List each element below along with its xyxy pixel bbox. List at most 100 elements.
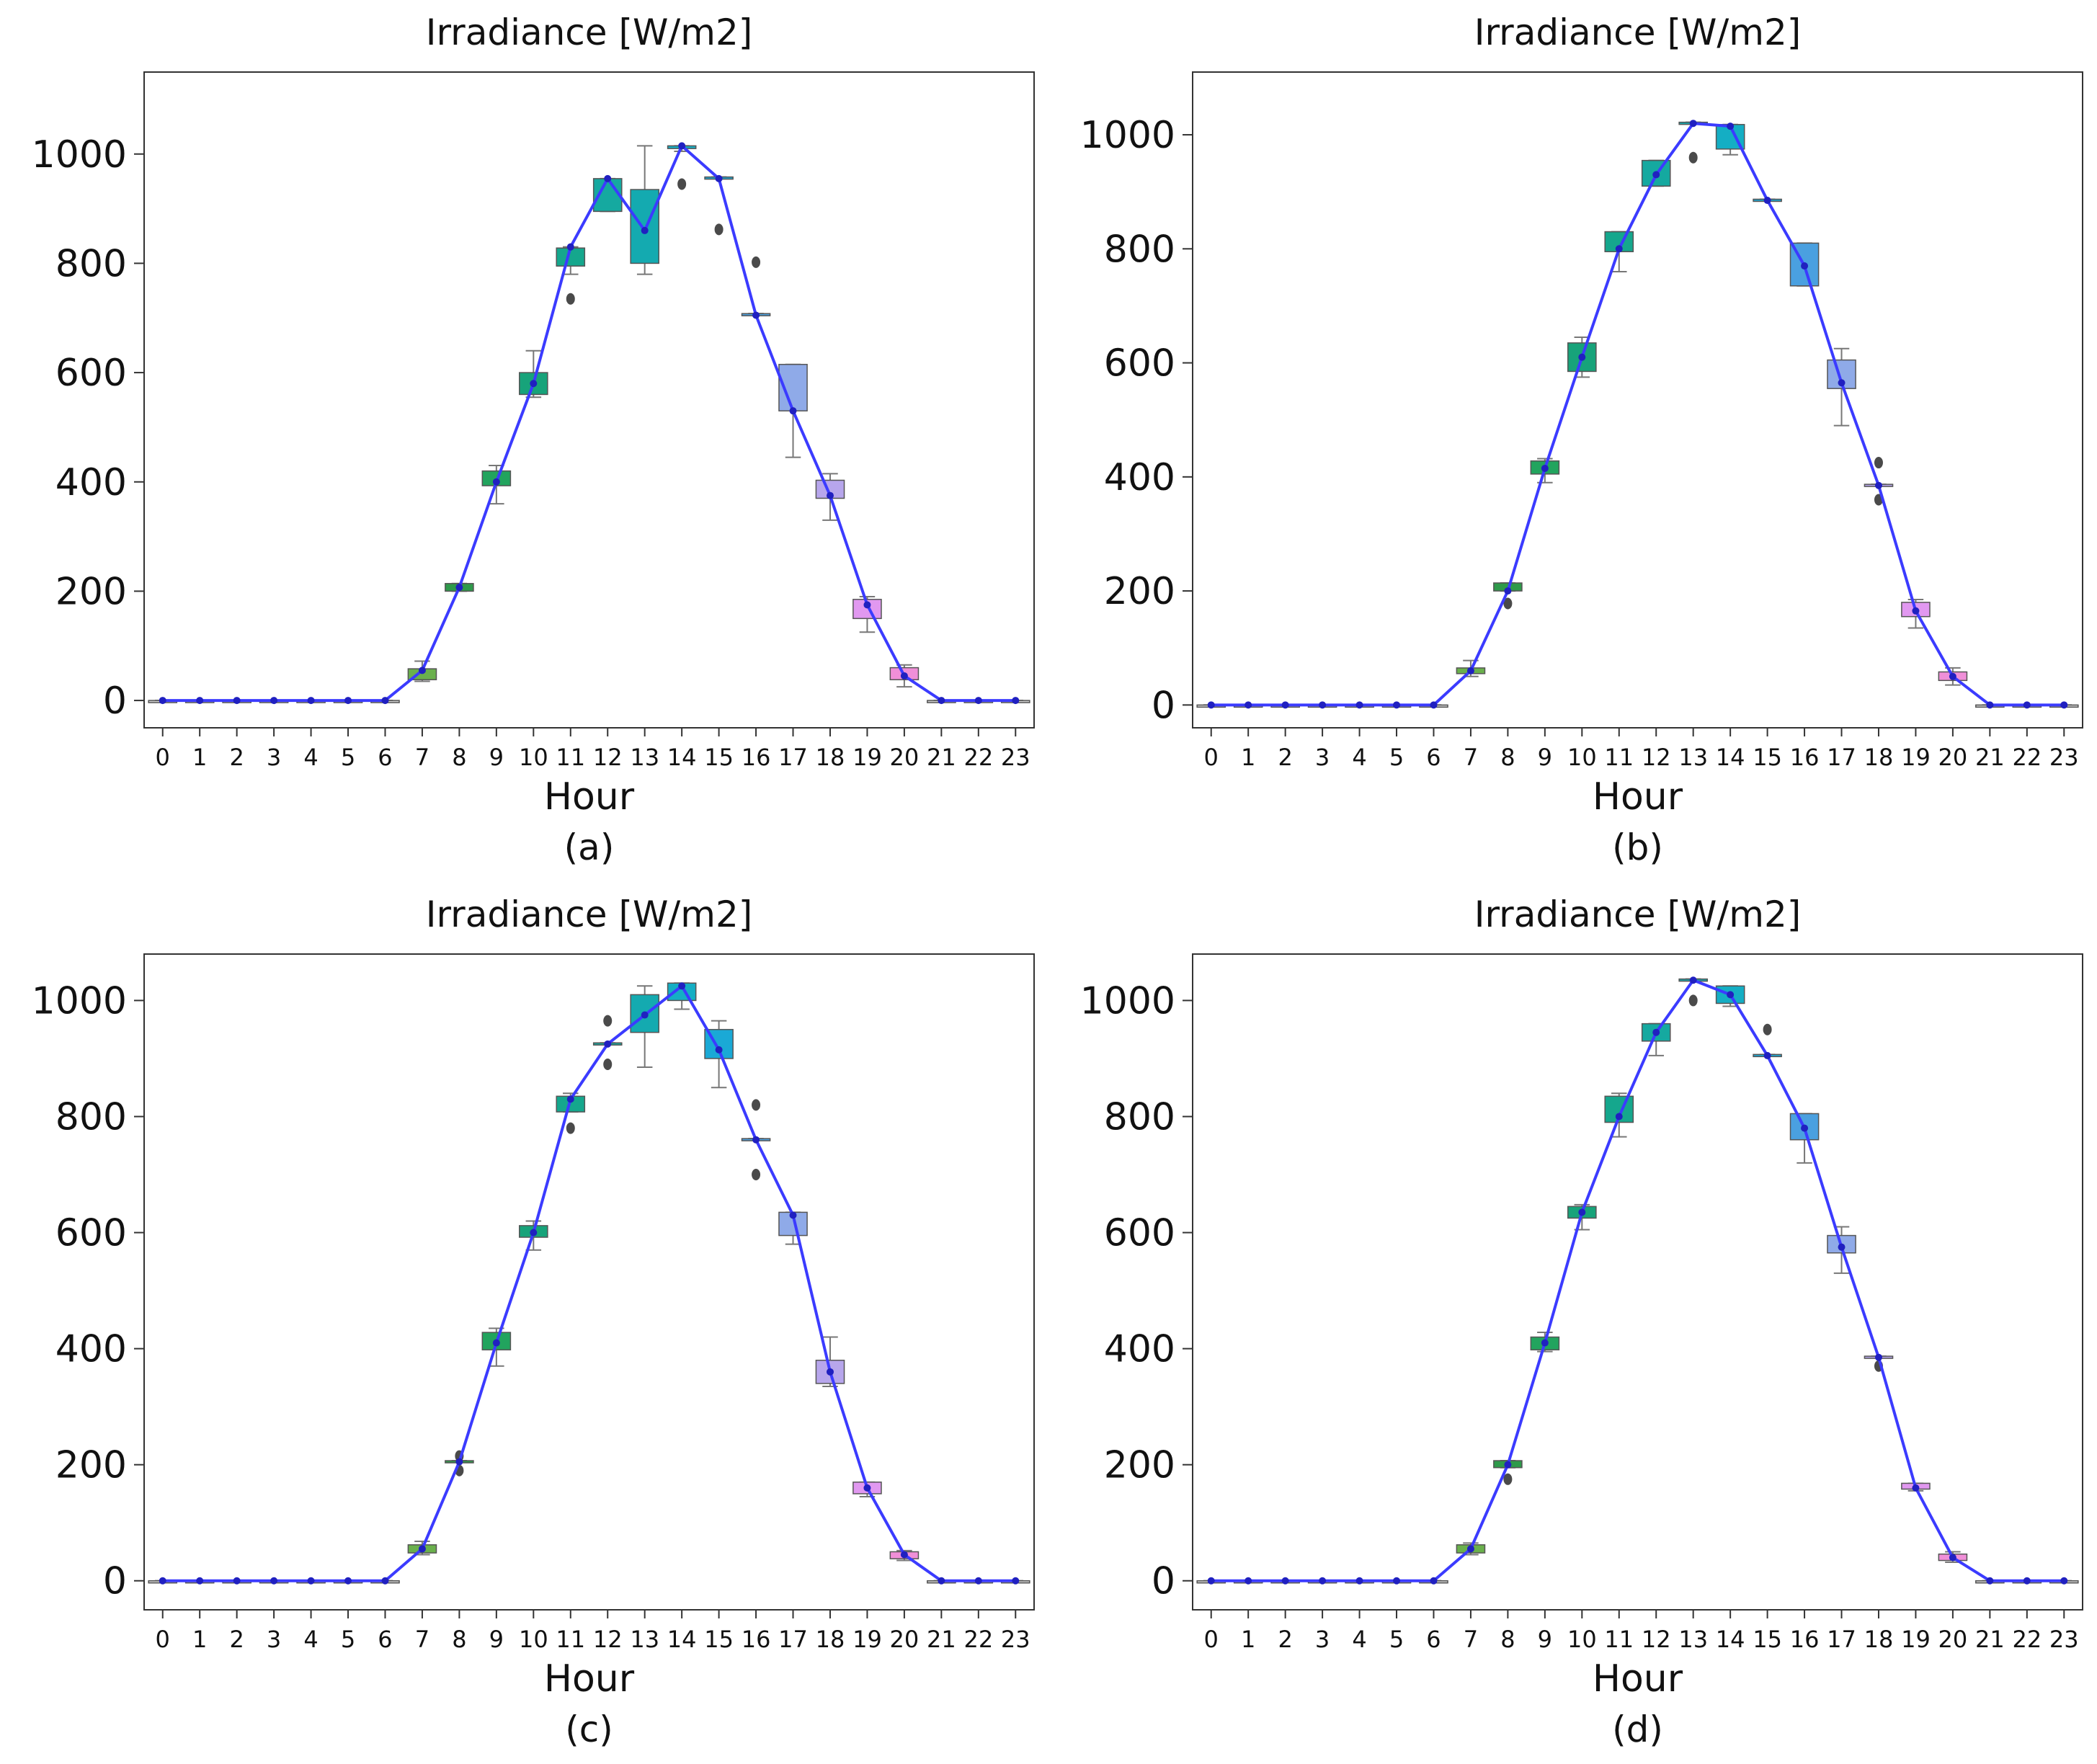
panel-caption: (d) xyxy=(1612,1709,1663,1750)
x-tick-label: 5 xyxy=(1389,744,1404,771)
x-tick-label: 2 xyxy=(229,744,244,771)
box-hour-19 xyxy=(852,596,882,633)
mean-point xyxy=(900,672,908,680)
x-tick-label: 19 xyxy=(852,1626,882,1653)
x-tick-label: 16 xyxy=(1790,1626,1820,1653)
y-tick-label: 200 xyxy=(1104,1444,1175,1487)
chart-panel-a: Irradiance [W/m2] 0 200 400 600 800 1000 0 1 2 3 4 5… xyxy=(0,0,1048,882)
mean-point xyxy=(196,1577,204,1585)
mean-point xyxy=(900,1551,908,1559)
mean-point xyxy=(418,1545,426,1553)
outlier-point xyxy=(752,1169,761,1181)
x-tick-label: 19 xyxy=(852,744,882,771)
x-tick-label: 0 xyxy=(1204,744,1219,771)
mean-point xyxy=(381,1577,389,1585)
mean-point xyxy=(1355,701,1363,709)
x-tick-label: 2 xyxy=(1278,744,1292,771)
plot-frame xyxy=(1192,71,2083,729)
plot-frame xyxy=(143,953,1035,1611)
x-tick-label: 8 xyxy=(452,1626,466,1653)
mean-point xyxy=(1838,1243,1846,1251)
mean-point xyxy=(1763,197,1771,205)
mean-point xyxy=(1012,697,1020,705)
mean-point xyxy=(1689,976,1697,984)
y-tick-label: 600 xyxy=(55,352,127,395)
x-tick-label: 11 xyxy=(1604,1626,1634,1653)
mean-point xyxy=(1504,587,1512,595)
mean-point xyxy=(1430,701,1438,709)
mean-point xyxy=(1652,171,1660,179)
x-tick-label: 10 xyxy=(519,744,548,771)
x-tick-label: 5 xyxy=(341,744,355,771)
x-tick-label: 21 xyxy=(927,1626,956,1653)
box-hour-13 xyxy=(630,985,659,1069)
y-tick-label: 800 xyxy=(55,1095,127,1139)
mean-point xyxy=(1912,607,1920,615)
mean-point xyxy=(604,1040,612,1048)
outlier-point xyxy=(752,256,761,268)
x-tick-label: 2 xyxy=(1278,1626,1292,1653)
mean-line xyxy=(162,984,1016,1582)
mean-point xyxy=(1874,481,1882,489)
x-tick-label: 6 xyxy=(1426,1626,1441,1653)
x-tick-label: 7 xyxy=(1464,1626,1478,1653)
outlier-point xyxy=(677,178,687,190)
mean-point xyxy=(678,142,686,150)
x-tick-label: 17 xyxy=(778,1626,808,1653)
x-tick-label: 21 xyxy=(1975,744,2005,771)
mean-point xyxy=(233,1577,241,1585)
mean-point xyxy=(1727,122,1735,130)
x-tick-label: 0 xyxy=(1204,1626,1219,1653)
mean-point xyxy=(789,407,797,415)
mean-point xyxy=(641,1011,649,1019)
mean-point xyxy=(938,697,945,705)
x-tick-label: 22 xyxy=(2012,1626,2042,1653)
outlier-point xyxy=(603,1015,613,1027)
x-tick-label: 16 xyxy=(1790,744,1820,771)
y-tick-label: 1000 xyxy=(1080,114,1175,157)
mean-point xyxy=(2060,701,2068,709)
x-tick-label: 15 xyxy=(704,1626,734,1653)
outlier-point xyxy=(714,223,724,236)
box-hour-11 xyxy=(556,246,586,305)
y-tick-label: 600 xyxy=(55,1212,127,1255)
mean-point xyxy=(455,584,463,592)
mean-point xyxy=(307,1577,315,1585)
x-tick-label: 4 xyxy=(303,744,318,771)
chart-title: Irradiance [W/m2] xyxy=(426,12,753,53)
mean-point xyxy=(1207,701,1215,709)
x-tick-label: 12 xyxy=(593,1626,623,1653)
mean-point xyxy=(1245,1577,1252,1585)
outlier-point xyxy=(1688,994,1698,1007)
mean-point xyxy=(381,697,389,705)
x-tick-label: 21 xyxy=(1975,1626,2005,1653)
mean-point xyxy=(863,601,871,609)
panel-caption: (b) xyxy=(1612,827,1663,868)
x-axis-label: Hour xyxy=(544,1657,635,1701)
mean-point xyxy=(1319,701,1327,709)
mean-point xyxy=(715,174,723,182)
mean-point xyxy=(641,226,649,234)
mean-point xyxy=(307,697,315,705)
y-tick-label: 0 xyxy=(1152,684,1175,727)
x-tick-label: 9 xyxy=(1538,744,1552,771)
chart-panel-b: Irradiance [W/m2] 0 200 400 600 800 1000 0 1 2 3 4 5… xyxy=(1048,0,2097,882)
outlier-point xyxy=(603,1059,613,1071)
y-tick-label: 400 xyxy=(55,1328,127,1371)
x-tick-label: 9 xyxy=(489,744,504,771)
x-tick-label: 13 xyxy=(630,744,659,771)
y-tick-label: 800 xyxy=(1104,228,1175,271)
mean-point xyxy=(1541,464,1549,472)
x-tick-label: 20 xyxy=(1938,1626,1968,1653)
mean-point xyxy=(1207,1577,1215,1585)
box-hour-10 xyxy=(519,349,548,398)
outlier-point xyxy=(1874,457,1883,469)
x-tick-label: 7 xyxy=(415,1626,429,1653)
mean-point xyxy=(1874,1353,1882,1361)
mean-point xyxy=(1466,667,1474,674)
box-hour-12 xyxy=(1641,1023,1671,1056)
x-tick-label: 10 xyxy=(1567,744,1597,771)
x-tick-label: 1 xyxy=(1241,1626,1255,1653)
